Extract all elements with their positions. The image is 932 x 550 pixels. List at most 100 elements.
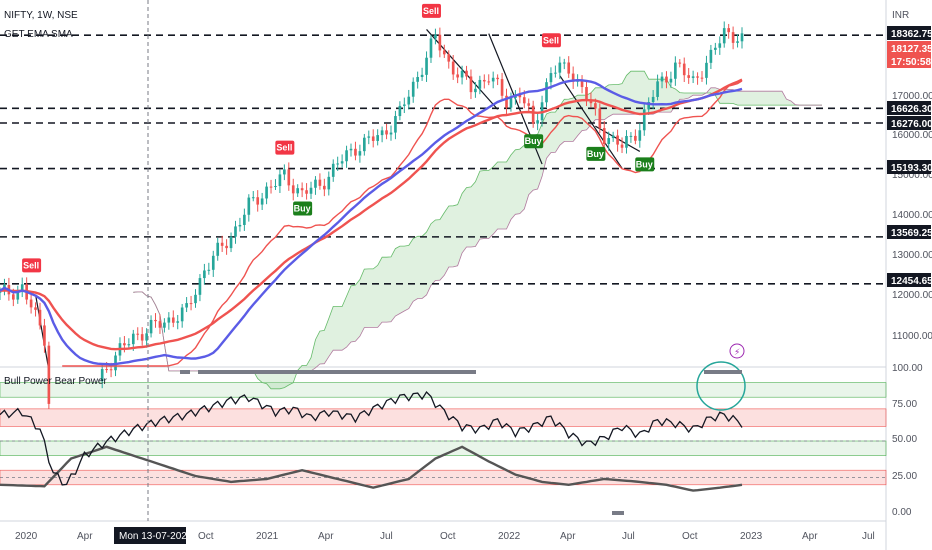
candle-body (709, 49, 713, 63)
signal-badge (586, 146, 606, 161)
candle-body (616, 135, 619, 145)
candle-body (278, 174, 282, 187)
indicator-title[interactable]: GET EMA SMA (4, 29, 73, 40)
candle-body (394, 116, 397, 133)
bear-power-line (0, 445, 743, 492)
candle-body (629, 135, 633, 137)
candle-body (283, 169, 286, 175)
candle-body (203, 270, 206, 279)
signal-label: Sell (23, 260, 39, 270)
candle-body (567, 62, 571, 74)
candle-body (531, 105, 535, 124)
countdown-tag-bg (887, 55, 931, 68)
candle-body (727, 28, 730, 33)
countdown-tag: 17:50:58 (891, 57, 931, 68)
osc-band (0, 382, 887, 398)
symbol-title[interactable]: NIFTY, 1W, NSE (4, 10, 78, 21)
level-tag: 16626.30 (891, 104, 932, 115)
osc-tick: 50.00 (892, 434, 917, 445)
candle-body (714, 47, 717, 50)
buy-signal: Buy (293, 201, 313, 216)
candle-body (607, 138, 611, 145)
level-tag: 15193.30 (891, 163, 932, 174)
candle-body (487, 81, 491, 83)
candle-body (491, 77, 495, 82)
signal-label: Buy (587, 149, 604, 159)
price-pane[interactable] (0, 0, 886, 366)
candle-body (447, 54, 451, 62)
candle-body (296, 188, 300, 194)
candle-body (651, 96, 655, 103)
time-tick: Jul (380, 531, 393, 542)
candle-body (465, 70, 468, 77)
sell-signal: Sell (275, 140, 295, 155)
price-tick: 11000.00 (892, 331, 932, 342)
candle-body (229, 236, 233, 249)
candle-body (687, 75, 691, 78)
candle-body (140, 334, 144, 341)
price-tick: 13000.00 (892, 250, 932, 261)
annotation-markers[interactable]: ⚡ (180, 343, 746, 515)
candle-body (518, 94, 522, 98)
candle-body (207, 269, 211, 271)
candle-body (327, 176, 331, 190)
price-tick: 14000.00 (892, 210, 932, 221)
level-tags: 18362.75 18127.35 17:50:58 16626.30 1627… (887, 26, 932, 287)
candle-body (700, 77, 704, 79)
time-tick: Jul (622, 531, 635, 542)
osc-tick: 25.00 (892, 471, 917, 482)
level-tag-bg (887, 225, 931, 239)
cursor-date-bg (114, 527, 186, 544)
candle-body (527, 103, 531, 106)
candle-body (549, 73, 553, 83)
time-axis[interactable]: 2020 Apr Oct 2021 Apr Jul Oct 2022 Apr J… (15, 527, 875, 544)
candle-body (474, 88, 477, 93)
signal-label: Sell (276, 143, 292, 153)
candle-body (145, 333, 148, 341)
candle-body (149, 319, 153, 334)
level-tag-bg (887, 116, 931, 130)
signal-label: Sell (543, 35, 559, 45)
candle-body (389, 132, 393, 135)
time-tick: Oct (682, 531, 698, 542)
osc-band (0, 440, 887, 456)
oscillator-axis[interactable]: 100.00 75.00 50.00 25.00 0.00 (892, 363, 923, 518)
candle-body (287, 169, 291, 186)
candle-body (131, 333, 135, 345)
sell-signal: Sell (22, 258, 42, 273)
candle-body (634, 135, 637, 141)
time-tick: Oct (198, 531, 214, 542)
candle-body (105, 369, 108, 371)
last-price-tag: 18127.35 (891, 44, 932, 55)
candle-body (571, 73, 575, 82)
signal-badge (524, 134, 544, 149)
osc-band (0, 408, 887, 427)
candle-body (305, 190, 308, 194)
candle-body (274, 186, 277, 188)
time-tick: Jul (862, 531, 875, 542)
candle-body (189, 303, 193, 305)
candle-body (682, 63, 686, 76)
candle-body (642, 109, 646, 131)
candle-body (691, 76, 695, 78)
price-axis[interactable]: 17000.00 16000.00 15000.00 14000.00 1300… (892, 91, 932, 342)
candle-body (363, 137, 366, 152)
candle-body (482, 79, 486, 82)
candle-body (554, 72, 557, 74)
candle-body (100, 369, 104, 382)
candle-body (722, 28, 726, 44)
candle-body (136, 333, 140, 335)
price-tick: 15000.00 (892, 170, 932, 181)
candle-body (247, 197, 251, 215)
signal-label: Buy (636, 159, 653, 169)
moving-averages (0, 78, 743, 367)
cloud-fill (133, 71, 823, 389)
candle-body (402, 104, 406, 106)
candle-body (349, 148, 353, 151)
session-bar (198, 370, 476, 374)
candle-body (558, 62, 562, 73)
candle-body (598, 108, 602, 129)
time-tick: Apr (802, 531, 818, 542)
oscillator-title[interactable]: Bull Power Bear Power (4, 376, 107, 387)
